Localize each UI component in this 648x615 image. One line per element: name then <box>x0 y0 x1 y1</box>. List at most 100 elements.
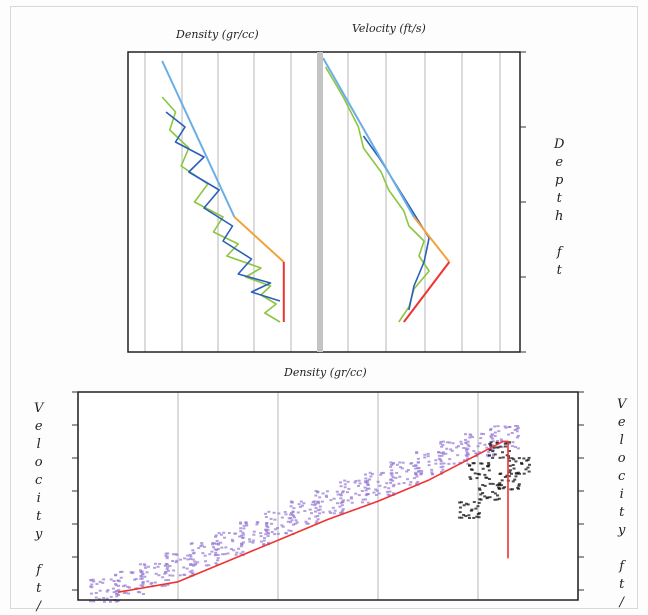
scatter-point <box>520 461 524 464</box>
scatter-point <box>171 574 175 577</box>
scatter-point <box>283 510 287 513</box>
scatter-point <box>456 454 460 457</box>
scatter-point <box>469 509 473 512</box>
scatter-point <box>390 463 394 466</box>
scatter-point <box>339 481 343 484</box>
scatter-point <box>141 582 145 585</box>
scatter-point <box>273 528 277 531</box>
scatter-point <box>281 525 285 528</box>
scatter-point <box>265 530 269 533</box>
scatter-point <box>190 563 194 566</box>
scatter-point <box>339 501 343 504</box>
scatter-point <box>122 585 126 588</box>
scatter-point <box>329 511 333 514</box>
scatter-point <box>136 590 140 593</box>
scatter-point <box>499 484 503 487</box>
scatter-point <box>505 474 509 477</box>
axis-label-letter: f <box>619 559 625 574</box>
scatter-point <box>389 481 393 484</box>
scatter-point <box>157 574 161 577</box>
axis-label-letter: i <box>619 487 624 502</box>
axis-label-letter: l <box>36 437 41 452</box>
scatter-point <box>511 464 515 467</box>
scatter-point <box>445 441 449 444</box>
scatter-point <box>509 488 513 491</box>
scatter-point <box>340 500 344 503</box>
scatter-point <box>385 490 389 493</box>
scatter-point <box>483 484 487 487</box>
scatter-point <box>398 461 402 464</box>
scatter-point <box>130 572 134 575</box>
scatter-point <box>515 428 519 431</box>
scatter-point <box>156 565 160 568</box>
scatter-point <box>164 552 168 555</box>
scatter-point <box>489 429 493 432</box>
scatter-point <box>516 447 520 450</box>
scatter-point <box>415 475 419 478</box>
scatter-point <box>314 502 318 505</box>
scatter-point <box>375 489 379 492</box>
scatter-point <box>376 480 380 483</box>
scatter-point <box>354 479 358 482</box>
scatter-point <box>98 580 102 583</box>
scatter-point <box>264 528 268 531</box>
scatter-point <box>219 533 223 536</box>
scatter-point <box>139 571 143 574</box>
scatter-point <box>390 472 394 475</box>
scatter-point <box>325 490 329 493</box>
scatter-point <box>89 585 93 588</box>
scatter-point <box>517 484 521 487</box>
scatter-point <box>469 477 473 480</box>
scatter-point <box>193 563 197 566</box>
scatter-point <box>284 532 288 535</box>
scatter-point <box>497 430 501 433</box>
scatter-point <box>493 431 497 434</box>
scatter-point <box>451 442 455 445</box>
scatter-point <box>439 462 443 465</box>
scatter-point <box>272 511 276 514</box>
scatter-point <box>307 517 311 520</box>
scatter-point <box>312 500 316 503</box>
axis-label-letter: e <box>555 155 564 170</box>
scatter-point <box>146 580 150 583</box>
scatter-point <box>217 532 221 535</box>
scatter-point <box>231 540 235 543</box>
scatter-point <box>459 440 463 443</box>
scatter-point <box>504 426 508 429</box>
scatter-point <box>114 584 118 587</box>
scatter-point <box>507 442 511 445</box>
scatter-point <box>390 469 394 472</box>
scatter-point <box>383 486 387 489</box>
scatter-point <box>224 546 228 549</box>
scatter-point <box>333 509 337 512</box>
scatter-point <box>394 476 398 479</box>
axis-label-letter: t <box>36 581 42 596</box>
scatter-point <box>230 538 234 541</box>
scatter-point <box>410 462 414 465</box>
scatter-point <box>495 498 499 501</box>
scatter-point <box>128 586 132 589</box>
scatter-point <box>165 568 169 571</box>
scatter-point <box>366 483 370 486</box>
scatter-point <box>379 473 383 476</box>
scatter-point <box>370 473 374 476</box>
scatter-point <box>419 473 423 476</box>
scatter-point <box>109 578 113 581</box>
axis-label-letter: t <box>556 191 562 206</box>
scatter-point <box>114 600 118 603</box>
scatter-point <box>484 476 488 479</box>
scatter-point <box>381 471 385 474</box>
scatter-point <box>353 481 357 484</box>
scatter-point <box>302 502 306 505</box>
scatter-point <box>89 592 93 595</box>
scatter-point <box>498 487 502 490</box>
scatter-point <box>465 449 469 452</box>
scatter-point <box>314 515 318 518</box>
scatter-point <box>414 467 418 470</box>
scatter-point <box>509 472 513 475</box>
scatter-point <box>434 459 438 462</box>
series-line <box>322 57 415 218</box>
scatter-point <box>192 551 196 554</box>
scatter-point <box>391 485 395 488</box>
